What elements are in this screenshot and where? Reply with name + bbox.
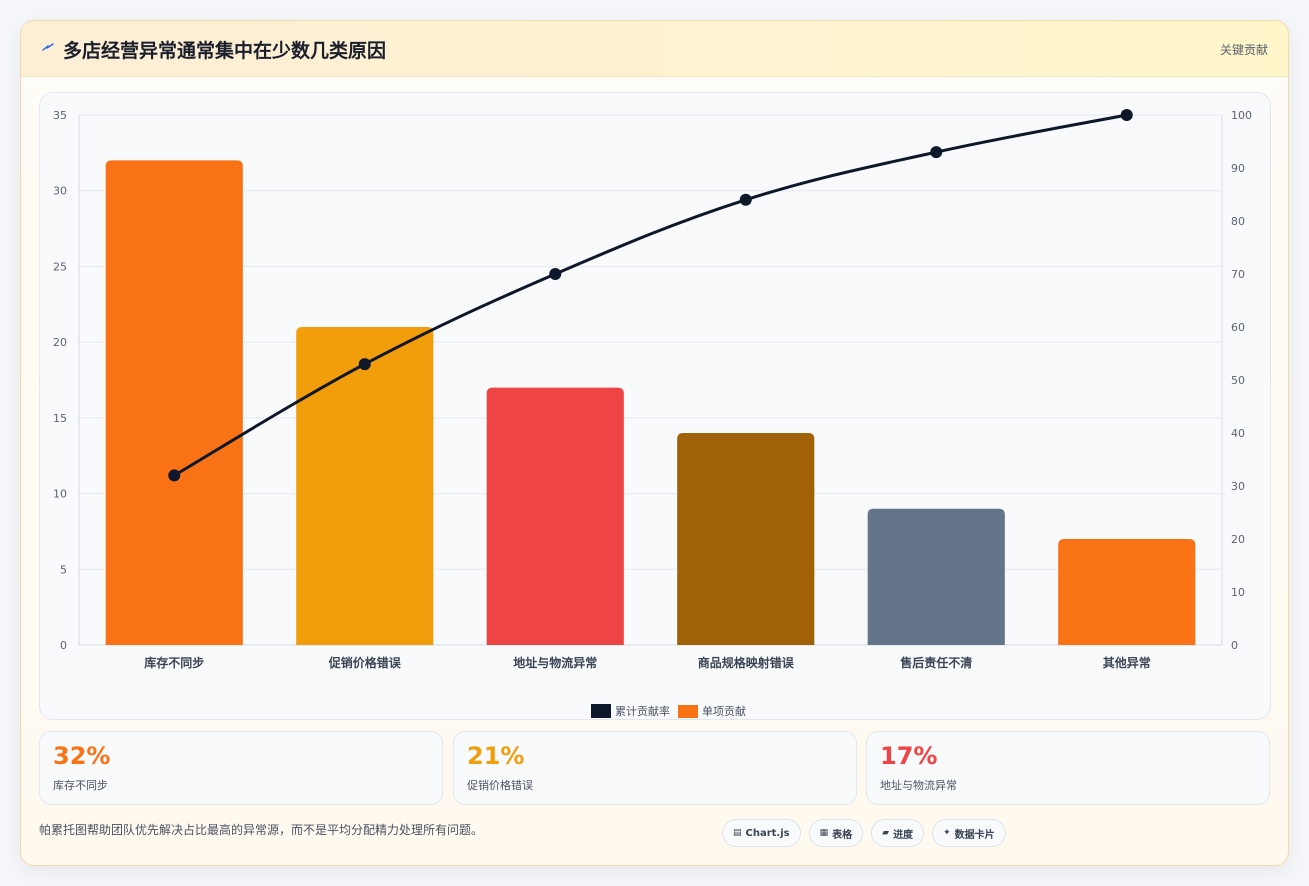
x-tick-label: 促销价格错误 [328,655,402,670]
cumulative-line [173,113,1128,477]
footer-note: 帕累托图帮助团队优先解决占比最高的异常源，而不是平均分配精力处理所有问题。 [39,823,484,837]
legend-label-single: 单项贡献 [702,705,746,718]
chip-table[interactable]: ▦ 表格 [808,819,864,847]
x-tick-label: 售后责任不清 [900,655,972,670]
line-point [549,268,562,280]
bar [867,508,1005,645]
chip-data-card[interactable]: ✦ 数据卡片 [932,819,1006,847]
y2-tick-label: 60 [1231,321,1245,334]
y-tick-label: 20 [53,336,67,349]
stat-label: 促销价格错误 [467,779,533,792]
x-tick-label: 库存不同步 [144,655,204,670]
y-tick-label: 0 [60,639,67,652]
progress-icon: ▰ [882,828,890,838]
chart-legend: 累计贡献率 单项贡献 [591,703,746,719]
stat-card-2: 21% 促销价格错误 [453,731,857,805]
y2-tick-label: 30 [1231,480,1245,493]
stat-card-1: 32% 库存不同步 [39,731,443,805]
header-tag: 关键贡献 [1219,43,1268,57]
chip-label: 数据卡片 [954,829,995,841]
page-title: 多店经营异常通常集中在少数几类原因 [63,40,387,62]
y-tick-label: 5 [60,563,67,576]
legend-item-cumulative[interactable]: 累计贡献率 [591,703,670,719]
line-point [168,469,181,482]
y-tick-label: 25 [53,260,67,273]
bar [486,387,624,645]
stat-value: 17% [880,742,938,770]
line-point [358,358,371,371]
chip-label: 表格 [832,829,853,841]
x-tick-label: 商品规格映射错误 [698,655,795,670]
x-tick-label: 地址与物流异常 [513,655,597,670]
line-point [930,146,943,159]
y-tick-label: 30 [53,185,67,198]
card-header: 多店经营异常通常集中在少数几类原因 关键贡献 [21,21,1288,77]
x-tick-label: 其他异常 [1103,655,1151,670]
chip-chartjs[interactable]: ▤ Chart.js [722,819,801,847]
stat-label: 地址与物流异常 [880,779,957,792]
bar [296,327,434,645]
legend-item-single[interactable]: 单项贡献 [678,703,746,719]
stat-label: 库存不同步 [53,779,108,792]
pareto-chart: 0 5 10 15 20 25 30 35 0 10 20 30 40 50 60 70 80 90 100 库存不同… [53,109,1252,670]
y2-tick-label: 0 [1231,639,1238,652]
line-point [739,193,752,206]
stat-card-3: 17% 地址与物流异常 [866,731,1270,805]
sparkle-icon: ✦ [943,828,951,838]
bolt-icon [42,43,54,51]
y2-tick-label: 50 [1231,374,1245,387]
chip-label: Chart.js [745,827,790,839]
stat-value: 21% [467,742,525,770]
y2-tick-label: 100 [1231,109,1252,122]
y2-tick-label: 10 [1231,586,1245,599]
y2-tick-label: 20 [1231,533,1245,546]
table-icon: ▦ [819,828,829,838]
y2-tick-label: 80 [1231,215,1245,228]
legend-swatch-line [591,704,611,718]
stat-value: 32% [53,742,111,770]
y2-tick-label: 40 [1231,427,1245,440]
bar [677,433,815,645]
y2-tick-label: 90 [1231,162,1245,175]
legend-swatch-bar [678,704,698,718]
chip-label: 进度 [893,829,914,841]
chart-icon: ▤ [733,828,742,838]
y2-tick-label: 70 [1231,268,1245,281]
chip-progress[interactable]: ▰ 进度 [871,819,925,847]
y-tick-label: 10 [53,488,67,501]
bar [105,160,243,645]
y-tick-label: 15 [53,412,67,425]
line-point [1120,109,1133,121]
legend-label-cumulative: 累计贡献率 [615,705,670,718]
y-tick-label: 35 [53,109,67,122]
tech-chips: ▤ Chart.js ▦ 表格 ▰ 进度 ✦ 数据卡片 [722,819,1006,847]
bar [1058,539,1196,645]
